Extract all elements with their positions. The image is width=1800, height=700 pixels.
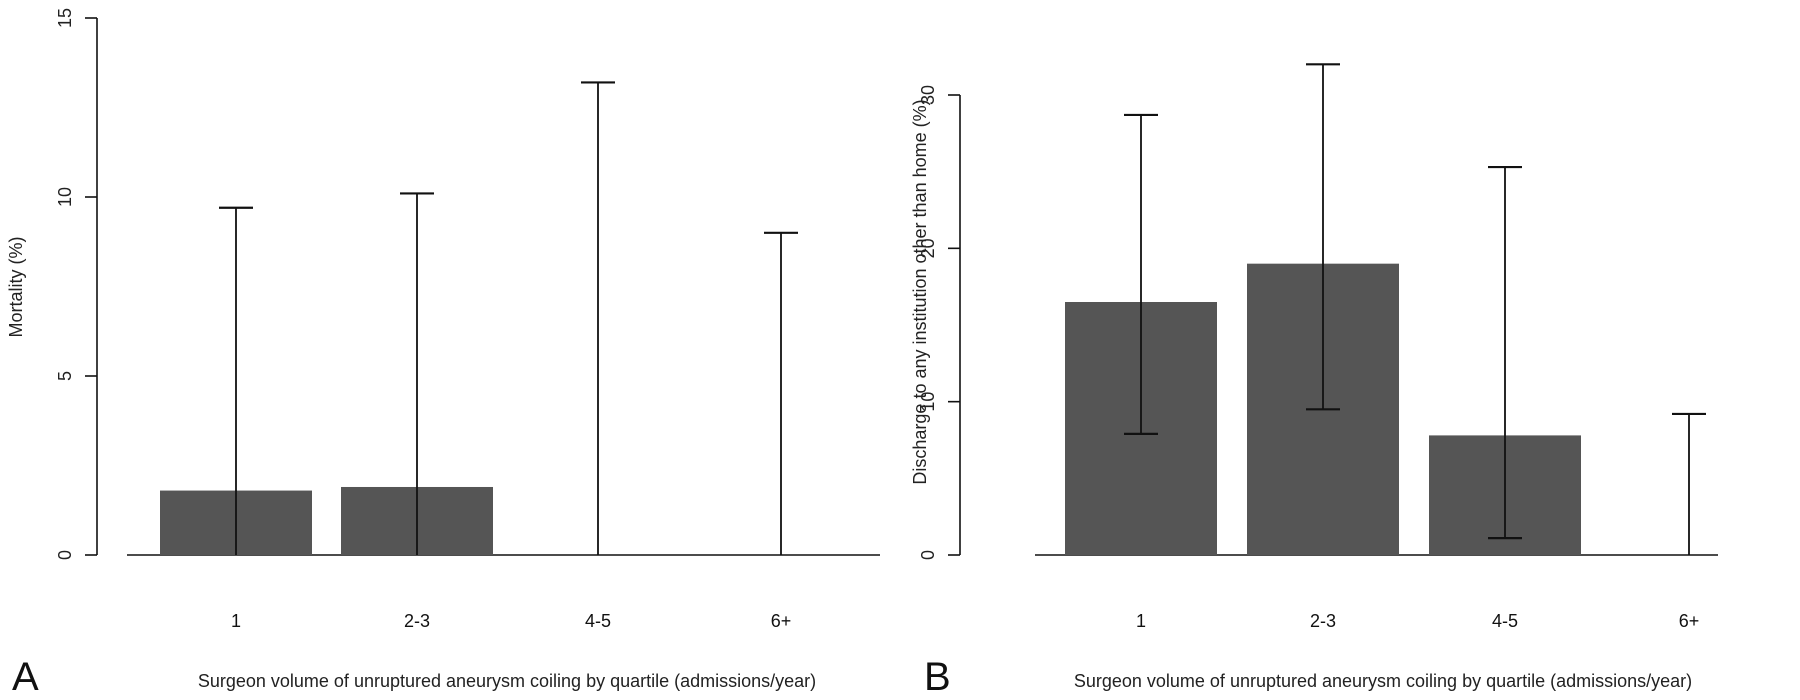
y-tick-label: 30 (918, 85, 938, 105)
panel-letter: A (12, 655, 39, 699)
y-tick-label: 10 (918, 392, 938, 412)
x-category-label: 1 (231, 611, 241, 631)
y-tick-label: 10 (55, 187, 75, 207)
panel-b-discharge: 0 10 20 30 1 2-3 4-5 6+ Discharge to any institu… (910, 63, 1718, 699)
x-category-label: 2-3 (404, 611, 430, 631)
panel-a-mortality: 0 5 10 15 1 2-3 4-5 6+ Mortality (%) Surgeon volu… (6, 8, 880, 699)
x-axis-title: Surgeon volume of unruptured aneurysm co… (1074, 671, 1692, 691)
y-tick-label: 5 (55, 371, 75, 381)
x-category-label: 2-3 (1310, 611, 1336, 631)
y-tick-label: 20 (918, 238, 938, 258)
x-category-label: 1 (1136, 611, 1146, 631)
x-category-label: 4-5 (1492, 611, 1518, 631)
x-category-label: 6+ (771, 611, 792, 631)
y-tick-label: 15 (55, 8, 75, 28)
panel-letter: B (924, 655, 951, 699)
x-axis-title: Surgeon volume of unruptured aneurysm co… (198, 671, 816, 691)
y-tick-label: 0 (55, 550, 75, 560)
y-axis-title: Discharge to any institution other than … (910, 99, 930, 484)
y-axis-title: Mortality (%) (6, 236, 26, 337)
y-tick-label: 0 (918, 550, 938, 560)
x-category-label: 4-5 (585, 611, 611, 631)
x-category-label: 6+ (1679, 611, 1700, 631)
